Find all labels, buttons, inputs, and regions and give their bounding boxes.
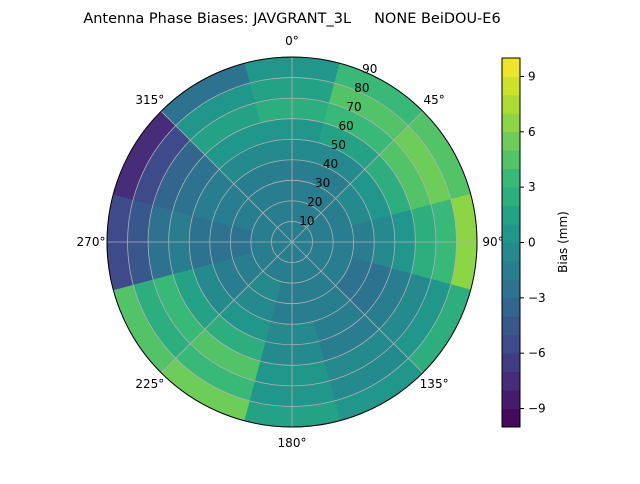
colorbar-tick-label: −6: [528, 346, 546, 360]
colorbar-level: [502, 224, 520, 243]
angular-gridline: [160, 110, 293, 243]
colorbar-tick-label: 3: [528, 180, 536, 194]
radial-tick-label: 80: [354, 81, 369, 95]
colorbar-tick-label: 0: [528, 236, 536, 250]
colorbar-level: [502, 334, 520, 354]
colorbar-level: [502, 297, 520, 317]
colorbar-level: [502, 353, 520, 373]
colorbar-tick-label: −9: [528, 402, 546, 416]
radial-tick-label: 90: [362, 62, 377, 76]
angle-tick-label: 135°: [420, 377, 449, 391]
angular-gridline: [160, 241, 293, 374]
angle-tick-label: 90°: [482, 235, 503, 249]
angle-tick-label: 270°: [77, 235, 106, 249]
colorbar-level: [502, 94, 520, 114]
angular-gridline: [291, 110, 424, 243]
radial-tick-label: 70: [346, 100, 361, 114]
colorbar-tick-label: −3: [528, 291, 546, 305]
colorbar-label: Bias (mm): [556, 211, 570, 273]
radial-tick-label: 60: [339, 119, 354, 133]
radial-tick-label: 10: [299, 214, 314, 228]
colorbar-level: [502, 113, 520, 133]
radial-tick-label: 50: [331, 138, 346, 152]
chart-title: Antenna Phase Biases: JAVGRANT_3L NONE B…: [83, 11, 500, 27]
colorbar-level: [502, 390, 520, 409]
angle-tick-label: 45°: [423, 93, 444, 107]
colorbar-level: [502, 371, 520, 391]
colorbar-level: [502, 260, 520, 280]
colorbar-level: [502, 168, 520, 188]
polar-grid: [106, 56, 478, 428]
radial-tick-label: 20: [307, 195, 322, 209]
angle-tick-label: 180°: [278, 436, 307, 450]
colorbar-level: [502, 205, 520, 225]
colorbar: −9 −6 −3 0 3 6 9: [501, 57, 546, 428]
polar-frame: [106, 56, 478, 428]
angle-tick-label: 225°: [135, 377, 164, 391]
colorbar-level: [502, 76, 520, 96]
angular-gridline: [291, 241, 424, 374]
colorbar-tick-label: 6: [528, 125, 536, 139]
colorbar-tick-label: 9: [528, 69, 536, 83]
radial-tick-label: 40: [323, 157, 338, 171]
angle-tick-labels: 0° 45° 90° 135° 180° 225° 270° 315°: [77, 34, 504, 450]
colorbar-level: [502, 150, 520, 170]
colorbar-level: [502, 187, 520, 206]
radial-tick-label: 30: [315, 176, 330, 190]
angle-tick-label: 0°: [285, 34, 299, 48]
colorbar-level: [502, 316, 520, 336]
colorbar-level: [502, 242, 520, 262]
colorbar-level: [502, 279, 520, 299]
colorbar-level: [502, 131, 520, 151]
angle-tick-label: 315°: [135, 93, 164, 107]
radial-tick-labels: 10 20 30 40 50 60 70 80 90: [299, 62, 377, 228]
colorbar-level: [502, 408, 520, 428]
colorbar-level: [502, 58, 520, 77]
